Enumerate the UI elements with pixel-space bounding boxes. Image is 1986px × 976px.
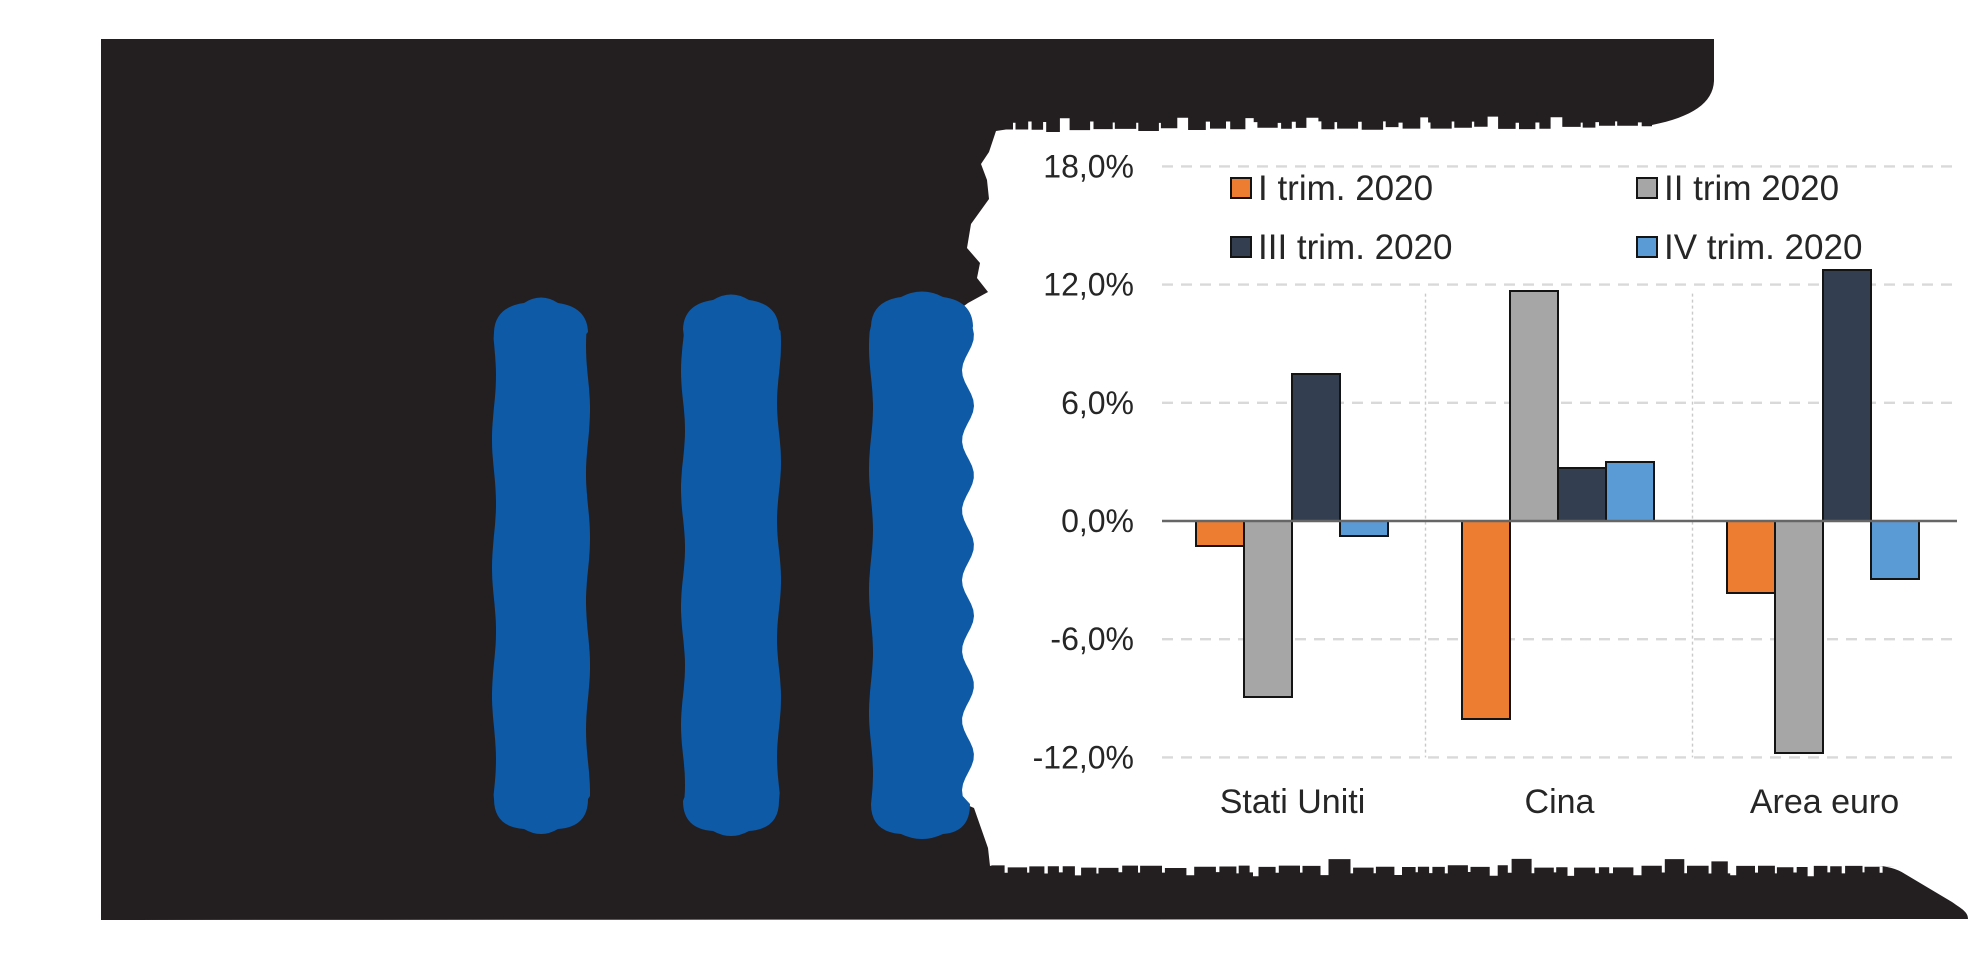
svg-text:II trim 2020: II trim 2020 bbox=[1664, 169, 1839, 208]
svg-text:IV trim. 2020: IV trim. 2020 bbox=[1664, 228, 1862, 267]
svg-text:Cina: Cina bbox=[1525, 783, 1595, 821]
svg-text:I trim. 2020: I trim. 2020 bbox=[1258, 169, 1433, 208]
svg-text:Area euro: Area euro bbox=[1750, 783, 1899, 821]
svg-text:-12,0%: -12,0% bbox=[1033, 739, 1134, 775]
svg-text:III trim. 2020: III trim. 2020 bbox=[1258, 228, 1453, 267]
svg-text:18,0%: 18,0% bbox=[1043, 148, 1134, 184]
svg-text:-6,0%: -6,0% bbox=[1050, 621, 1134, 657]
svg-text:6,0%: 6,0% bbox=[1061, 385, 1134, 421]
svg-text:12,0%: 12,0% bbox=[1043, 267, 1134, 303]
svg-text:0,0%: 0,0% bbox=[1061, 503, 1134, 539]
svg-text:Stati Uniti: Stati Uniti bbox=[1220, 783, 1366, 821]
